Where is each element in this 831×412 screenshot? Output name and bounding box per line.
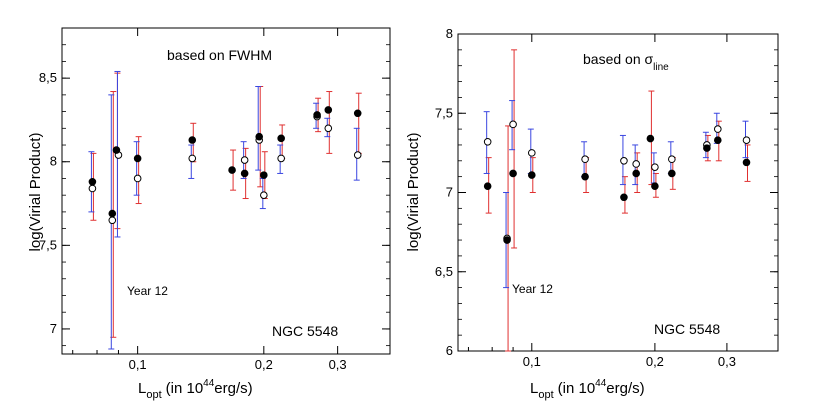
ticks: 0,1 0,2 0,3 7 7,5 8 8,5	[39, 27, 390, 372]
chart-title-sub: line	[653, 62, 669, 73]
chart-title: based on σline	[583, 51, 669, 73]
filled-point	[503, 236, 511, 244]
chart-sigma-line: based on σline Year 12 NGC 5548 log(Viri…	[405, 26, 779, 401]
filled-point	[353, 109, 362, 118]
filled-point	[742, 158, 751, 167]
x-tick-label: 0,2	[255, 357, 273, 372]
filled-point	[509, 169, 517, 178]
x-tick-label: 0,2	[646, 354, 664, 369]
filled-point	[313, 111, 321, 119]
filled-point	[646, 134, 655, 143]
open-point	[668, 155, 676, 164]
ticks: 0,1 0,2 0,3 6 6,5 7 7,5 8	[435, 26, 778, 369]
open-point	[133, 174, 142, 183]
y-tick-label: 7	[446, 185, 453, 200]
y-tick-label: 8,5	[39, 70, 57, 85]
filled-point	[651, 182, 659, 190]
x-axis-label-main: L	[530, 380, 538, 397]
x-tick-label: 0,3	[329, 357, 347, 372]
filled-point	[112, 146, 121, 154]
open-point	[324, 124, 333, 133]
filled-point	[713, 136, 722, 144]
y-tick-label: 7,5	[435, 105, 453, 120]
filled-point	[527, 171, 536, 179]
year-annotation: Year 12	[512, 282, 553, 296]
filled-point	[240, 169, 249, 178]
x-axis-label: Lopt (in 1044erg/s)	[138, 378, 253, 401]
x-axis-label-sup: 44	[595, 378, 607, 389]
open-point	[651, 163, 659, 171]
open-point	[108, 216, 117, 225]
filled-point	[324, 106, 333, 114]
x-tick-label: 0,1	[129, 357, 147, 372]
filled-point	[260, 171, 268, 179]
filled-point	[277, 134, 285, 143]
open-point	[353, 151, 362, 159]
filled-point	[228, 166, 236, 174]
y-axis-label: log(Virial Product)	[405, 133, 422, 252]
x-axis-label-sup: 44	[203, 378, 215, 389]
object-annotation: NGC 5548	[654, 321, 720, 337]
chart-title: based on FWHM	[167, 47, 272, 63]
y-tick-label: 6,5	[435, 264, 453, 279]
open-point	[483, 137, 492, 146]
x-axis-label-sub: opt	[146, 389, 161, 401]
open-point	[742, 136, 751, 144]
points	[88, 70, 362, 350]
y-tick-label: 8	[50, 154, 57, 169]
filled-point	[668, 169, 676, 178]
filled-point	[188, 136, 197, 144]
x-axis-label-tail: erg/s)	[606, 380, 644, 397]
open-point	[632, 160, 640, 168]
year-annotation: Year 12	[127, 284, 168, 298]
plot-frame	[61, 27, 391, 355]
y-tick-label: 6	[446, 343, 453, 358]
points	[483, 49, 751, 352]
chart-fwhm: based on FWHM Year 12 NGC 5548 log(Viria…	[27, 27, 391, 401]
filled-point	[703, 144, 711, 152]
x-axis-label-main: L	[138, 380, 146, 397]
filled-point	[133, 154, 142, 163]
filled-point	[88, 178, 97, 186]
x-axis-label-sub: opt	[538, 389, 553, 401]
filled-point	[108, 209, 117, 218]
open-point	[620, 157, 628, 165]
object-annotation: NGC 5548	[272, 323, 338, 339]
y-tick-label: 7	[50, 321, 57, 336]
chart-title-main: based on σ	[583, 51, 653, 67]
y-tick-label: 7,5	[39, 237, 57, 252]
x-tick-label: 0,3	[718, 354, 736, 369]
open-point	[581, 155, 589, 164]
filled-point	[581, 172, 589, 181]
open-point	[188, 154, 197, 163]
x-axis-label: Lopt (in 1044erg/s)	[530, 378, 645, 401]
filled-point	[620, 193, 628, 202]
x-axis-label-paren: (in 10	[558, 380, 596, 397]
open-point	[260, 191, 268, 199]
x-axis-label-tail: erg/s)	[214, 380, 252, 397]
filled-point	[632, 169, 640, 178]
y-tick-label: 8	[446, 26, 453, 41]
filled-point	[255, 132, 264, 141]
open-point	[713, 125, 722, 133]
y-axis-label: log(Virial Product)	[27, 133, 44, 252]
x-axis-label-paren: (in 10	[166, 380, 204, 397]
open-point	[88, 184, 97, 193]
open-point	[240, 156, 249, 164]
open-point	[527, 149, 536, 157]
x-tick-label: 0,1	[523, 354, 541, 369]
open-point	[277, 154, 285, 163]
open-point	[509, 120, 517, 129]
filled-point	[483, 182, 492, 190]
